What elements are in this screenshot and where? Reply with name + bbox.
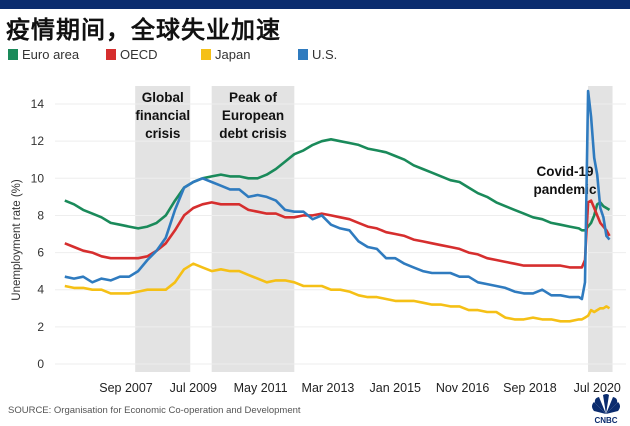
y-tick-label: 14 — [31, 97, 45, 111]
x-tick-label: Jul 2009 — [170, 381, 217, 395]
annotation-label: Global — [142, 90, 184, 105]
annotation-label: pandemic — [534, 182, 598, 197]
legend-label: OECD — [120, 47, 158, 62]
x-tick-label: Nov 2016 — [436, 381, 490, 395]
series-line-japan — [64, 262, 611, 323]
legend-item-japan: Japan — [201, 47, 250, 62]
annotation-label: European — [222, 108, 284, 123]
chart-title: 疫情期间，全球失业加速 — [6, 15, 281, 44]
legend-swatch — [298, 49, 308, 60]
y-tick-label: 2 — [37, 320, 44, 334]
series-line-u-s — [64, 89, 611, 301]
annotation-label: Peak of — [229, 90, 278, 105]
annotation-label: crisis — [145, 126, 180, 141]
y-axis-label: Unemployment rate (%) — [11, 179, 23, 301]
legend-item-us: U.S. — [298, 47, 337, 62]
legend-item-euro-area: Euro area — [8, 47, 79, 62]
legend-swatch — [8, 49, 18, 60]
legend-swatch — [201, 49, 211, 60]
legend-swatch — [106, 49, 116, 60]
annotation-label: debt crisis — [219, 126, 287, 141]
svg-text:CNBC: CNBC — [594, 416, 617, 424]
x-tick-label: Sep 2018 — [503, 381, 557, 395]
legend-label: Euro area — [22, 47, 80, 62]
series-line-oecd — [64, 199, 611, 269]
source-note: SOURCE: Organisation for Economic Co-ope… — [8, 405, 301, 416]
x-tick-label: Jan 2015 — [370, 381, 421, 395]
legend-item-oecd: OECD — [106, 47, 158, 62]
y-tick-label: 10 — [31, 171, 45, 185]
y-tick-label: 4 — [37, 283, 44, 297]
annotation-label: financial — [135, 108, 190, 123]
annotation-label: Covid-19 — [537, 164, 594, 179]
top-banner — [0, 0, 630, 9]
y-tick-label: 6 — [37, 246, 44, 260]
y-tick-label: 0 — [37, 357, 44, 371]
y-tick-label: 12 — [31, 134, 45, 148]
cnbc-peacock-logo: CNBC — [592, 394, 620, 424]
x-tick-label: Jul 2020 — [574, 381, 621, 395]
x-tick-label: May 2011 — [234, 381, 288, 395]
x-tick-label: Mar 2013 — [302, 381, 355, 395]
legend-label: U.S. — [312, 47, 338, 62]
x-tick-label: Sep 2007 — [99, 381, 153, 395]
shaded-band — [135, 86, 191, 372]
legend-label: Japan — [215, 47, 251, 62]
series-line-euro-area — [64, 138, 611, 232]
shaded-band — [211, 86, 295, 372]
y-tick-label: 8 — [37, 208, 44, 222]
